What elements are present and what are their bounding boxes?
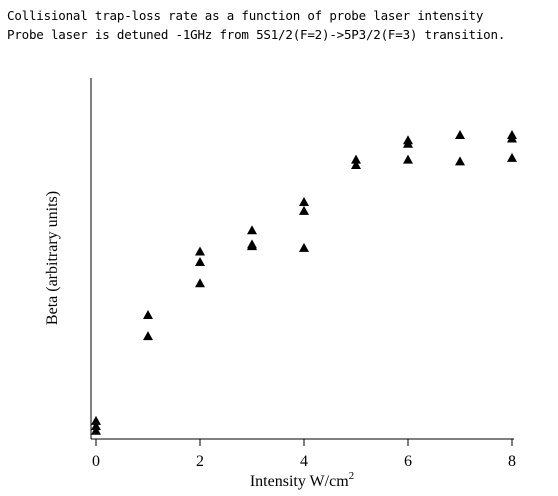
x-tick-label: 2 [196,453,204,470]
title-line-2: Probe laser is detuned -1GHz from 5S1/2(… [7,27,506,42]
data-point-triangle [91,415,101,425]
data-point-triangle [403,154,413,164]
x-axis-label: Intensity W/cm2 [250,470,354,490]
axes [90,78,514,440]
x-ticks: 0 2 4 6 8 [92,439,516,470]
data-point-triangle [299,205,309,215]
data-points [91,129,517,435]
data-point-triangle [247,241,257,251]
x-tick-label: 8 [508,453,516,470]
x-axis-label-text: Intensity W/cm [250,473,349,490]
data-point-triangle [455,156,465,166]
x-axis-label-superscript: 2 [349,470,355,482]
data-point-triangle [351,159,361,169]
x-tick-label: 6 [404,453,412,470]
data-point-triangle [507,152,517,162]
data-point-triangle [299,197,309,207]
data-point-triangle [247,225,257,235]
data-point-triangle [143,331,153,341]
data-point-triangle [507,133,517,143]
data-point-triangle [195,246,205,256]
y-axis-label: Beta (arbitrary units) [44,191,61,325]
data-point-triangle [91,421,101,431]
data-point-triangle [143,309,153,319]
title-line-1: Collisional trap-loss rate as a function… [7,8,484,23]
x-tick-label: 0 [92,453,100,470]
data-point-triangle [195,257,205,267]
data-point-triangle [299,242,309,252]
x-tick-label: 4 [300,453,308,470]
data-point-triangle [91,425,101,435]
chart-title: Collisional trap-loss rate as a function… [7,6,505,44]
data-point-triangle [351,154,361,164]
data-point-triangle [195,278,205,288]
data-point-triangle [403,138,413,148]
data-point-triangle [455,129,465,139]
